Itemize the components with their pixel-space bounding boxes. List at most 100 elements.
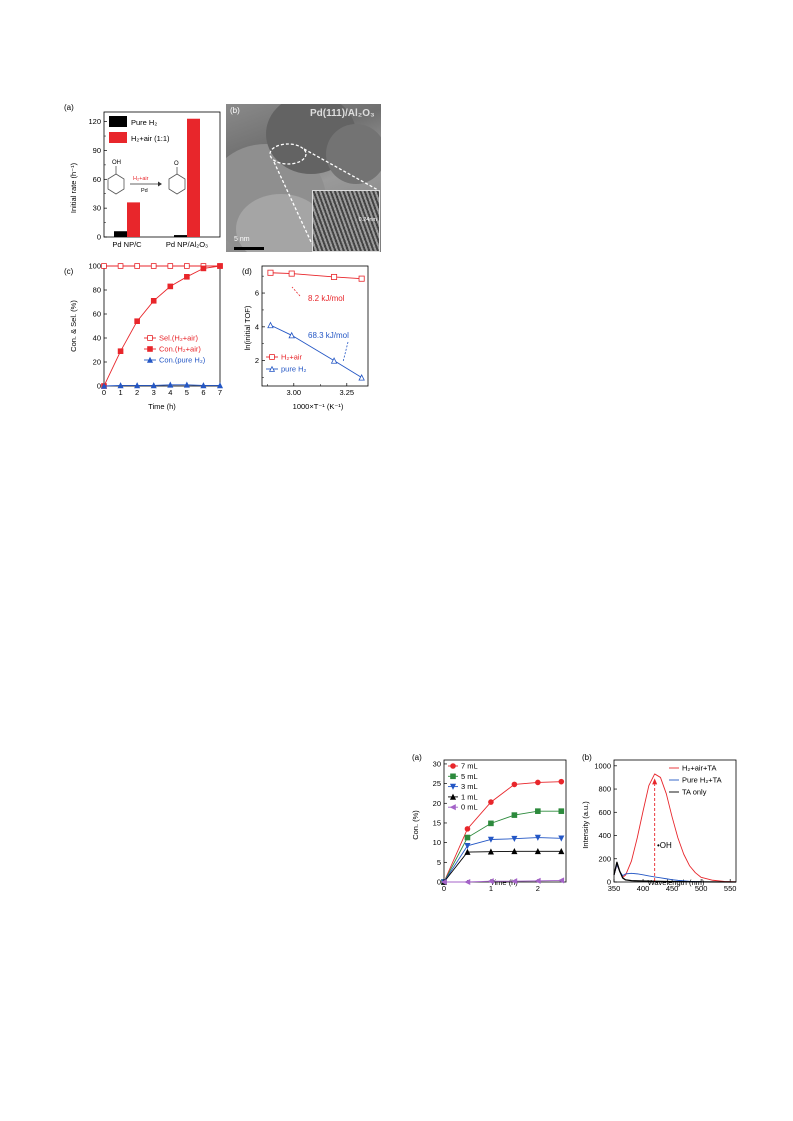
series-line: [443, 781, 562, 883]
y-axis-label: Initial rate (h⁻¹): [69, 162, 78, 213]
y-tick-label: 4: [255, 322, 259, 331]
y-tick-label: 60: [93, 175, 101, 184]
legend-label: 7 mL: [461, 762, 478, 771]
legend-marker: [449, 783, 457, 790]
data-point: [487, 836, 494, 843]
data-point: [488, 820, 494, 827]
legend-swatch-h2-air: [109, 132, 127, 143]
particle-highlight: [269, 143, 307, 165]
panel-label-a: (a): [64, 103, 74, 112]
y-tick-label: 2: [255, 356, 259, 365]
data-point: [101, 263, 107, 269]
data-point: [534, 848, 541, 855]
data-point: [464, 842, 471, 850]
data-point: [358, 374, 365, 381]
x-tick-label: 6: [201, 388, 205, 397]
x-tick-label: 0: [442, 884, 446, 893]
y-tick-label: 20: [433, 799, 441, 808]
data-point: [184, 273, 190, 280]
data-point: [200, 265, 207, 272]
legend-label: 0 mL: [461, 803, 478, 812]
data-point: [535, 808, 541, 814]
y-tick-label: 15: [433, 818, 441, 827]
tem-image: (b) Pd(111)/Al₂O₃ 0.24nm 5 nm: [226, 104, 381, 252]
data-point: [216, 382, 224, 389]
series-line: [443, 837, 562, 883]
legend-label: 5 mL: [461, 772, 478, 781]
data-point: [511, 781, 518, 788]
y-axis-label: ln(initial TOF): [243, 305, 252, 350]
x-tick-label: 500: [695, 884, 708, 893]
scale-bar: [234, 247, 264, 250]
legend-marker: [450, 773, 456, 780]
data-point: [511, 848, 518, 855]
x-tick-label: 3: [152, 388, 156, 397]
line-chart-conversion-vs-volume: (a) Con. (%) Time (h) 0 5 10 15 20 25 30 0 1 2 7 …: [411, 753, 567, 893]
panel-label-d: (d): [242, 267, 252, 276]
legend-label: Con.(pure H₂): [159, 356, 206, 365]
y-tick-label: 10: [433, 838, 441, 847]
series-line: [103, 265, 221, 387]
data-point: [331, 273, 338, 280]
x-tick-label: 4: [168, 388, 172, 397]
bar-pure-h2-0: [114, 231, 127, 237]
line-chart-fluorescence: (b) Intensity (a.u.) Wavelength (nm) 0 20…: [581, 753, 737, 893]
legend-marker: [269, 354, 275, 360]
hydroxyl-radical-label: •OH: [657, 841, 672, 850]
data-point: [288, 270, 295, 277]
hrtem-inset: 0.24nm: [312, 190, 380, 252]
panel-label-c: (c): [64, 267, 74, 276]
y-tick-label: 90: [93, 146, 101, 155]
cyclohexanone-o: O: [174, 161, 179, 167]
spectrum-line: [613, 861, 737, 883]
x-tick-label: 1: [489, 884, 493, 893]
legend-marker: [450, 763, 456, 769]
series-line: [443, 850, 562, 883]
x-axis-label: Time (h): [490, 878, 518, 887]
x-tick-label: 400: [637, 884, 650, 893]
data-point: [487, 878, 494, 885]
spectrum-line: [613, 773, 737, 883]
legend-label: Con.(H₂+air): [159, 345, 201, 354]
y-tick-label: 30: [93, 204, 101, 213]
bar-pure-h2-1: [174, 235, 187, 237]
plot-frame: [443, 759, 567, 883]
series-line: [270, 272, 362, 280]
data-point: [150, 263, 157, 269]
legend-label-h2-air: H₂+air (1:1): [131, 134, 170, 143]
x-tick-label: 1: [118, 388, 122, 397]
y-axis-label: Con. & Sel. (%): [69, 300, 78, 352]
annot-arrow-air: [291, 286, 301, 297]
legend-marker: [147, 346, 153, 352]
legend-marker: [449, 793, 457, 800]
panel-label-f: (b): [582, 753, 592, 762]
x-tick-label: 7: [218, 388, 222, 397]
legend-marker: [147, 335, 153, 341]
data-point: [167, 263, 174, 269]
y-tick-label: 80: [93, 286, 101, 295]
data-point: [117, 263, 124, 269]
data-point: [558, 848, 565, 855]
x-tick-label: 0: [102, 388, 106, 397]
y-tick-label: 600: [598, 808, 611, 817]
y-tick-label: 30: [433, 759, 441, 768]
data-point: [534, 877, 541, 884]
x-tick-label: 5: [185, 388, 189, 397]
increase-arrow-head: [652, 778, 658, 785]
legend-marker: [146, 356, 154, 363]
data-point: [117, 382, 124, 389]
x-tick-label: 550: [724, 884, 737, 893]
x-tick-label: 2: [135, 388, 139, 397]
data-point: [184, 263, 190, 269]
series-line: [270, 324, 362, 378]
x-category-label: Pd NP/C: [112, 240, 142, 249]
data-point: [558, 778, 565, 785]
y-tick-label: 120: [88, 117, 101, 126]
y-tick-label: 5: [437, 858, 441, 867]
data-point: [200, 382, 207, 389]
legend-swatch-pure-h2: [109, 116, 127, 127]
activation-energy-air: 8.2 kJ/mol: [308, 294, 345, 303]
data-point: [134, 382, 141, 389]
data-point: [358, 275, 365, 282]
legend-label: H₂+air+TA: [682, 764, 716, 773]
